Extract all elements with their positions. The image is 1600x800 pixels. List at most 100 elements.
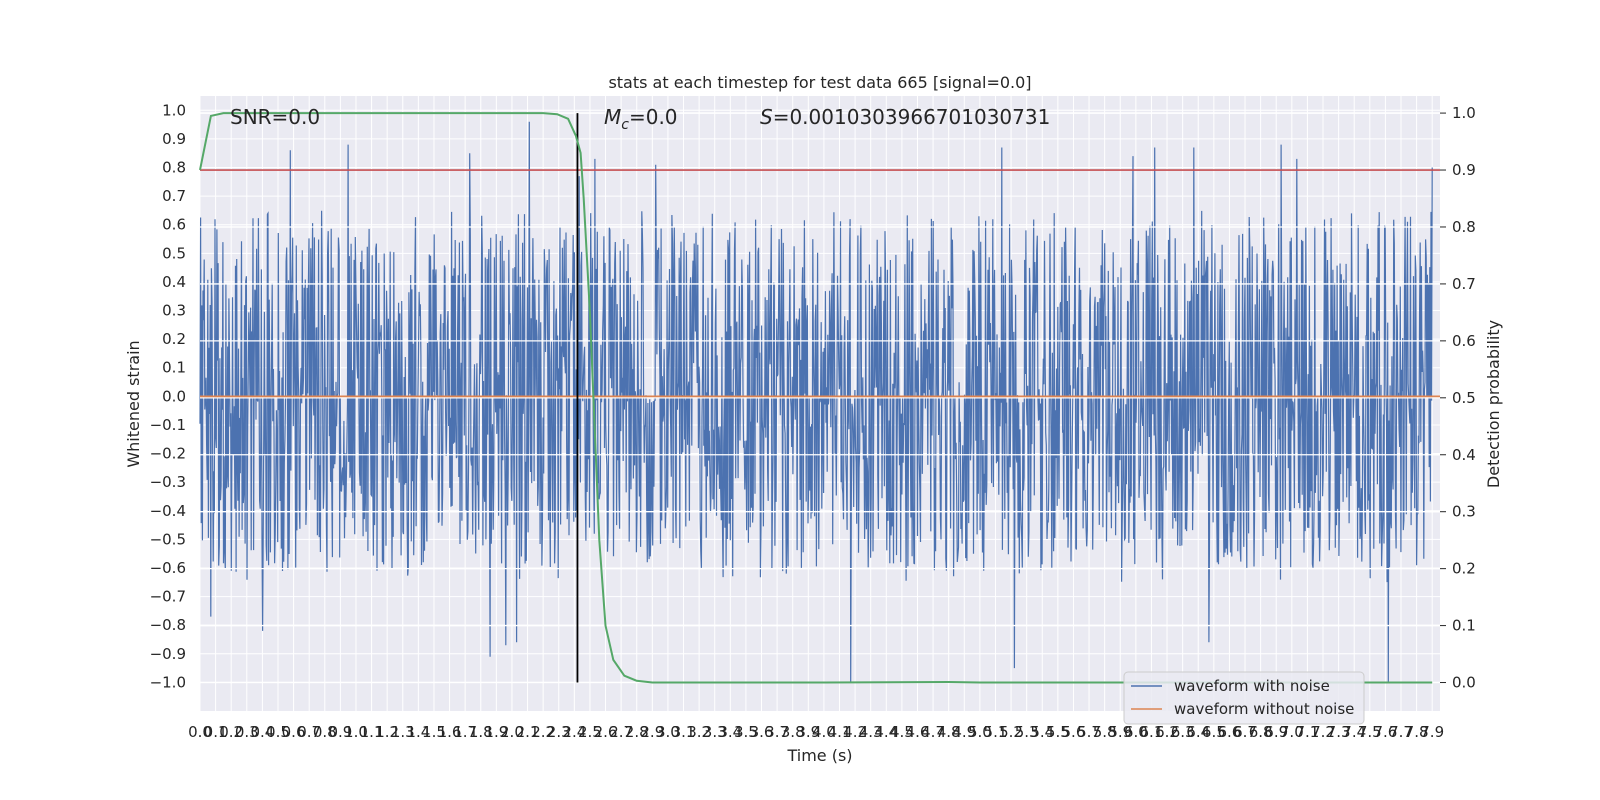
x-tick-label: 2.9 (640, 723, 664, 741)
x-tick-label: 7.4 (1342, 723, 1366, 741)
x-tick-label: 6.2 (1155, 723, 1179, 741)
x-tick-label: 2.2 (531, 723, 555, 741)
x-tick-label: 0.6 (282, 723, 306, 741)
x-tick-label: 4.2 (843, 723, 867, 741)
x-tick-label: 5.0 (968, 723, 992, 741)
x-tick-label: 7.1 (1295, 723, 1319, 741)
x-tick-label: 5.1 (984, 723, 1008, 741)
x-tick-label: 4.0 (812, 723, 836, 741)
x-tick-label: 3.9 (796, 723, 820, 741)
y-tick-label: −0.2 (150, 445, 186, 463)
x-tick-label: 7.0 (1280, 723, 1304, 741)
x-tick-label: 5.2 (999, 723, 1023, 741)
x-tick-label: 1.4 (406, 723, 430, 741)
x-tick-label: 1.9 (484, 723, 508, 741)
x-tick-label: 2.1 (516, 723, 540, 741)
x-tick-label: 3.8 (781, 723, 805, 741)
y-tick-label: −0.4 (150, 502, 186, 520)
x-tick-label: 5.4 (1030, 723, 1054, 741)
overlay-lines (199, 112, 1440, 684)
y2-tick-label: 0.5 (1452, 389, 1476, 407)
x-tick-label: 5.9 (1108, 723, 1132, 741)
y-axis-label: Whitened strain (124, 340, 143, 467)
chirp-mass-value: =0.0 (629, 105, 678, 129)
x-tick-label: 6.6 (1218, 723, 1242, 741)
y-tick-label: −0.9 (150, 645, 186, 663)
y-tick-label: −0.3 (150, 473, 186, 491)
x-tick-label: 1.5 (422, 723, 446, 741)
chirp-mass-subscript: c (621, 117, 629, 133)
noisy-waveform-series (199, 121, 1433, 683)
x-tick-label: 6.7 (1233, 723, 1257, 741)
y-tick-label: 0.9 (162, 130, 186, 148)
x-tick-label: 0.2 (219, 723, 243, 741)
x-tick-label: 4.8 (937, 723, 961, 741)
x-tick-label: 1.0 (344, 723, 368, 741)
x-tick-label: 3.0 (656, 723, 680, 741)
y2-tick-label: 0.3 (1452, 503, 1476, 521)
y-tick-label: 0.3 (162, 302, 186, 320)
x-tick-label: 5.6 (1062, 723, 1086, 741)
x-tick-label: 7.6 (1373, 723, 1397, 741)
chart-title: stats at each timestep for test data 665… (608, 73, 1031, 92)
x-tick-label: 3.4 (718, 723, 742, 741)
y2-tick-label: 0.6 (1452, 332, 1476, 350)
x-tick-label: 1.8 (469, 723, 493, 741)
x-tick-label: 5.5 (1046, 723, 1070, 741)
y2-tick-label: 0.2 (1452, 560, 1476, 578)
x-tick-label: 1.3 (391, 723, 415, 741)
x-tick-label: 3.7 (765, 723, 789, 741)
legend: waveform with noise waveform without noi… (1123, 671, 1365, 725)
y-tick-label: 0.6 (162, 216, 186, 234)
x-tick-label: 2.3 (547, 723, 571, 741)
x-tick-label: 0.5 (266, 723, 290, 741)
x-tick-label: 6.9 (1264, 723, 1288, 741)
x-tick-label: 4.9 (952, 723, 976, 741)
x-tick-label: 0.3 (235, 723, 259, 741)
x-tick-label: 4.6 (906, 723, 930, 741)
y2-tick-label: 1.0 (1452, 104, 1476, 122)
y2-tick-label: 0.8 (1452, 218, 1476, 236)
x-tick-label: 7.3 (1327, 723, 1351, 741)
x-tick-label: 1.2 (375, 723, 399, 741)
x-tick-label: 7.7 (1389, 723, 1413, 741)
x-tick-label: 7.2 (1311, 723, 1335, 741)
legend-label-noisy: waveform with noise (1174, 677, 1330, 695)
chirp-mass-annotation: Mc=0.0 (604, 105, 678, 133)
x-tick-label: 4.5 (890, 723, 914, 741)
score-symbol: S (760, 105, 773, 129)
x-tick-label: 7.8 (1405, 723, 1429, 741)
x-tick-label: 6.8 (1249, 723, 1273, 741)
y-tick-label: −1.0 (150, 673, 186, 691)
y-tick-label: 0.1 (162, 359, 186, 377)
legend-box (1123, 671, 1365, 725)
x-tick-label: 3.2 (687, 723, 711, 741)
x-tick-label: 0.1 (204, 723, 228, 741)
y-tick-label: −0.7 (150, 588, 186, 606)
score-annotation: S=0.0010303966701030731 (760, 105, 1050, 129)
x-tick-label: 2.0 (500, 723, 524, 741)
x-tick-label: 2.6 (594, 723, 618, 741)
x-tick-label: 1.6 (438, 723, 462, 741)
x-tick-label: 5.8 (1093, 723, 1117, 741)
y-tick-label: 0.0 (162, 387, 186, 405)
y-tick-label: 0.8 (162, 159, 186, 177)
x-tick-label: 6.3 (1171, 723, 1195, 741)
x-tick-label: 0.0 (188, 723, 212, 741)
x-tick-label: 2.7 (609, 723, 633, 741)
x-tick-label: 4.3 (859, 723, 883, 741)
x-tick-label: 7.9 (1420, 723, 1444, 741)
y2-axis-label: Detection probability (1484, 320, 1503, 488)
y-tick-label: −0.5 (150, 530, 186, 548)
x-axis-label: Time (s) (786, 746, 852, 765)
x-tick-label: 2.4 (562, 723, 586, 741)
y2-tick-label: 0.7 (1452, 275, 1476, 293)
noisy-waveform-line (199, 121, 1433, 683)
x-tick-label: 5.7 (1077, 723, 1101, 741)
y2-tick-label: 0.9 (1452, 161, 1476, 179)
y-tick-labels: 1.0 0.9 0.8 0.7 0.6 0.5 0.4 0.3 0.2 0.1 0.0 −0.1 −0.… (150, 101, 186, 691)
x-tick-label: 6.1 (1140, 723, 1164, 741)
x-tick-label: 0.4 (250, 723, 274, 741)
legend-label-clean: waveform without noise (1174, 700, 1354, 718)
